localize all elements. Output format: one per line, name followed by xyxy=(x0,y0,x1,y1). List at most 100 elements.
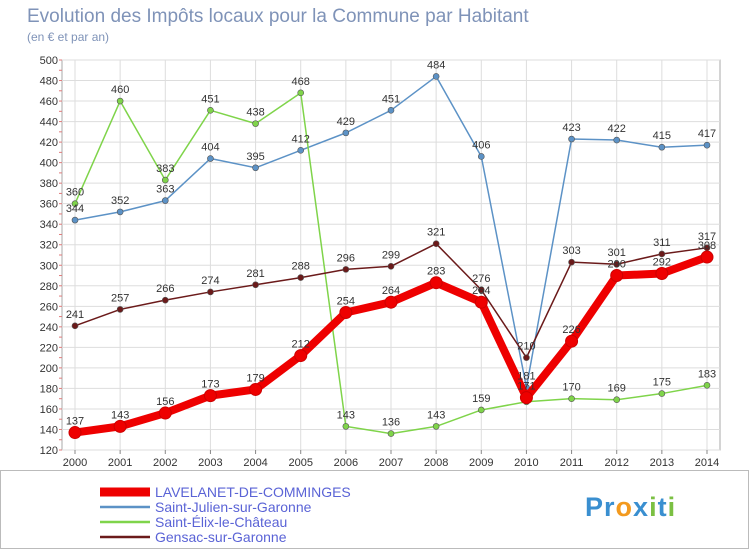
data-point xyxy=(342,129,350,137)
data-point xyxy=(565,334,579,348)
data-label: 274 xyxy=(201,275,219,287)
data-point xyxy=(339,305,353,319)
y-tick-label: 460 xyxy=(40,96,58,108)
data-label: 171 xyxy=(517,381,535,393)
data-point xyxy=(568,395,575,402)
data-point xyxy=(477,286,485,294)
x-tick-label: 2007 xyxy=(379,457,403,469)
data-label: 360 xyxy=(66,187,84,199)
data-label: 264 xyxy=(382,285,400,297)
data-label: 143 xyxy=(111,409,129,421)
y-tick-label: 320 xyxy=(40,240,58,252)
data-label: 179 xyxy=(246,372,264,384)
data-point xyxy=(568,258,575,266)
data-point xyxy=(384,295,398,309)
y-tick-label: 260 xyxy=(40,301,58,313)
legend-label: Gensac-sur-Garonne xyxy=(155,529,287,545)
data-labels: 344 352 363 404 395 412 429 451 484 406 181 423 422 4… xyxy=(66,59,716,428)
legend-label: LAVELANET-DE-COMMINGES xyxy=(155,484,351,500)
data-point xyxy=(252,164,259,172)
series-group xyxy=(68,73,714,440)
data-point xyxy=(71,200,79,207)
y-tick-label: 160 xyxy=(40,404,58,416)
y-tick-label: 360 xyxy=(40,199,58,211)
data-point xyxy=(116,97,124,105)
legend-label: Saint-Élix-le-Château xyxy=(155,514,287,530)
data-label: 308 xyxy=(698,240,716,252)
data-point xyxy=(249,382,263,396)
data-label: 143 xyxy=(337,409,355,421)
data-point xyxy=(297,274,305,281)
data-label: 423 xyxy=(562,122,580,134)
y-tick-label: 120 xyxy=(40,445,58,457)
data-label: 417 xyxy=(698,128,716,140)
data-point xyxy=(116,306,124,313)
data-label: 288 xyxy=(292,261,310,273)
x-tick-label: 2006 xyxy=(334,457,358,469)
data-point xyxy=(203,389,217,403)
data-label: 281 xyxy=(246,268,264,280)
data-label: 143 xyxy=(427,409,445,421)
data-label: 241 xyxy=(66,309,84,321)
x-tick-label: 2000 xyxy=(63,457,87,469)
data-point xyxy=(474,295,488,309)
x-tick-label: 2004 xyxy=(243,457,267,469)
data-point xyxy=(432,423,440,430)
data-point xyxy=(613,396,621,404)
y-tick-label: 440 xyxy=(40,117,58,129)
data-point xyxy=(387,262,395,270)
data-label: 406 xyxy=(472,139,490,151)
data-label: 212 xyxy=(292,339,310,351)
y-tick-label: 480 xyxy=(40,76,58,88)
data-label: 175 xyxy=(653,377,671,389)
x-tick-label: 2003 xyxy=(198,457,222,469)
data-label: 299 xyxy=(382,249,400,261)
data-point xyxy=(297,89,305,97)
x-axis: 2000 2001 2002 2003 2004 2005 2006 2007 2008 2009… xyxy=(63,450,719,469)
data-label: 429 xyxy=(337,116,355,128)
data-label: 156 xyxy=(156,396,174,408)
data-point xyxy=(207,106,214,114)
data-label: 169 xyxy=(608,383,626,395)
data-point xyxy=(432,73,440,80)
brand-wordmark: Proxiti xyxy=(585,492,676,522)
data-label: 438 xyxy=(246,107,264,119)
data-label: 352 xyxy=(111,195,129,207)
data-label: 460 xyxy=(111,84,129,96)
x-tick-label: 2012 xyxy=(604,457,628,469)
data-point xyxy=(71,216,79,224)
data-label: 283 xyxy=(427,266,445,278)
data-label: 321 xyxy=(427,227,445,239)
data-point xyxy=(113,419,127,433)
data-label: 395 xyxy=(246,151,264,163)
y-tick-label: 300 xyxy=(40,260,58,272)
data-label: 183 xyxy=(698,368,716,380)
data-point xyxy=(387,430,395,437)
data-point xyxy=(252,281,259,289)
data-label: 296 xyxy=(337,252,355,264)
x-tick-label: 2013 xyxy=(650,457,674,469)
data-label: 451 xyxy=(382,93,400,105)
y-tick-label: 340 xyxy=(40,219,58,231)
data-label: 137 xyxy=(66,416,84,428)
data-point xyxy=(703,382,711,389)
data-point xyxy=(158,406,172,420)
x-tick-label: 2011 xyxy=(560,457,584,469)
legend-frame xyxy=(0,470,749,549)
data-label: 257 xyxy=(111,292,129,304)
data-point xyxy=(658,250,666,258)
y-tick-label: 280 xyxy=(40,281,58,293)
y-tick-label: 140 xyxy=(40,424,58,436)
data-point xyxy=(68,426,82,440)
data-point xyxy=(71,322,79,330)
x-tick-label: 2005 xyxy=(288,457,312,469)
data-label: 159 xyxy=(472,393,490,405)
data-label: 303 xyxy=(562,245,580,257)
data-label: 363 xyxy=(156,184,174,196)
data-point xyxy=(432,240,440,248)
y-tick-label: 180 xyxy=(40,383,58,395)
data-label: 451 xyxy=(201,93,219,105)
data-point xyxy=(700,250,714,264)
data-point xyxy=(252,120,259,127)
